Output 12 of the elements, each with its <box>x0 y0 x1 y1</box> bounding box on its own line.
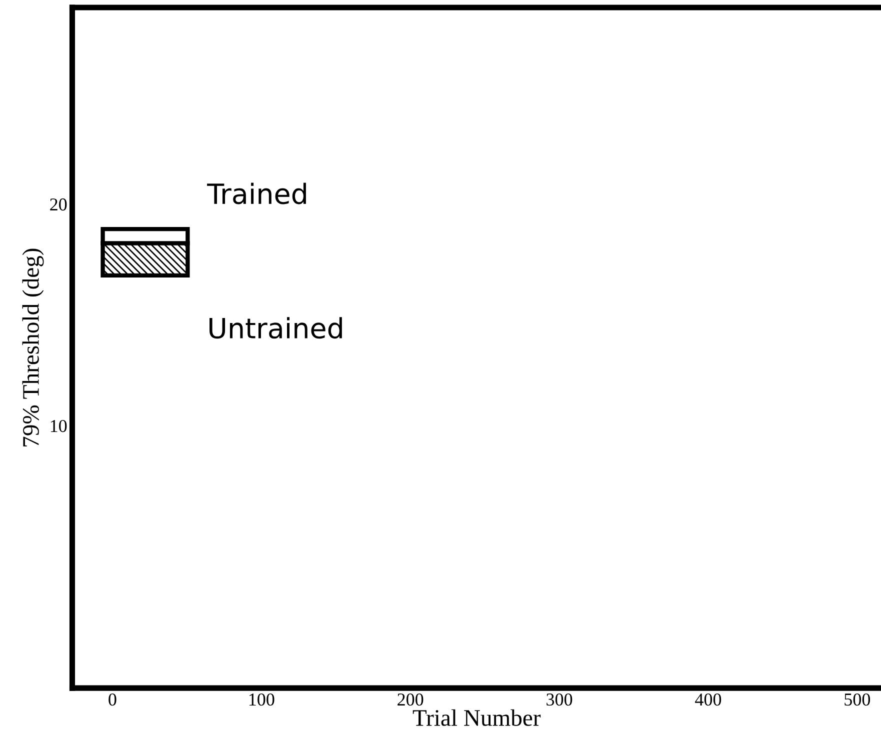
x-tick-label: 300 <box>546 693 572 706</box>
x-axis-title: Trial Number <box>412 709 541 726</box>
x-tick-label: 100 <box>249 693 274 706</box>
y-tick-label: 20 <box>50 198 67 211</box>
x-tick-label: 200 <box>398 693 424 706</box>
x-tick-label: 500 <box>844 693 870 706</box>
series-label: Untrained <box>210 317 342 339</box>
x-tick-label: 0 <box>108 693 116 706</box>
series-label: Trained <box>207 182 306 204</box>
x-tick-label: 400 <box>695 693 722 706</box>
y-axis-title: 79% Threshold (deg) <box>22 248 44 446</box>
y-tick-label: 10 <box>50 420 67 432</box>
